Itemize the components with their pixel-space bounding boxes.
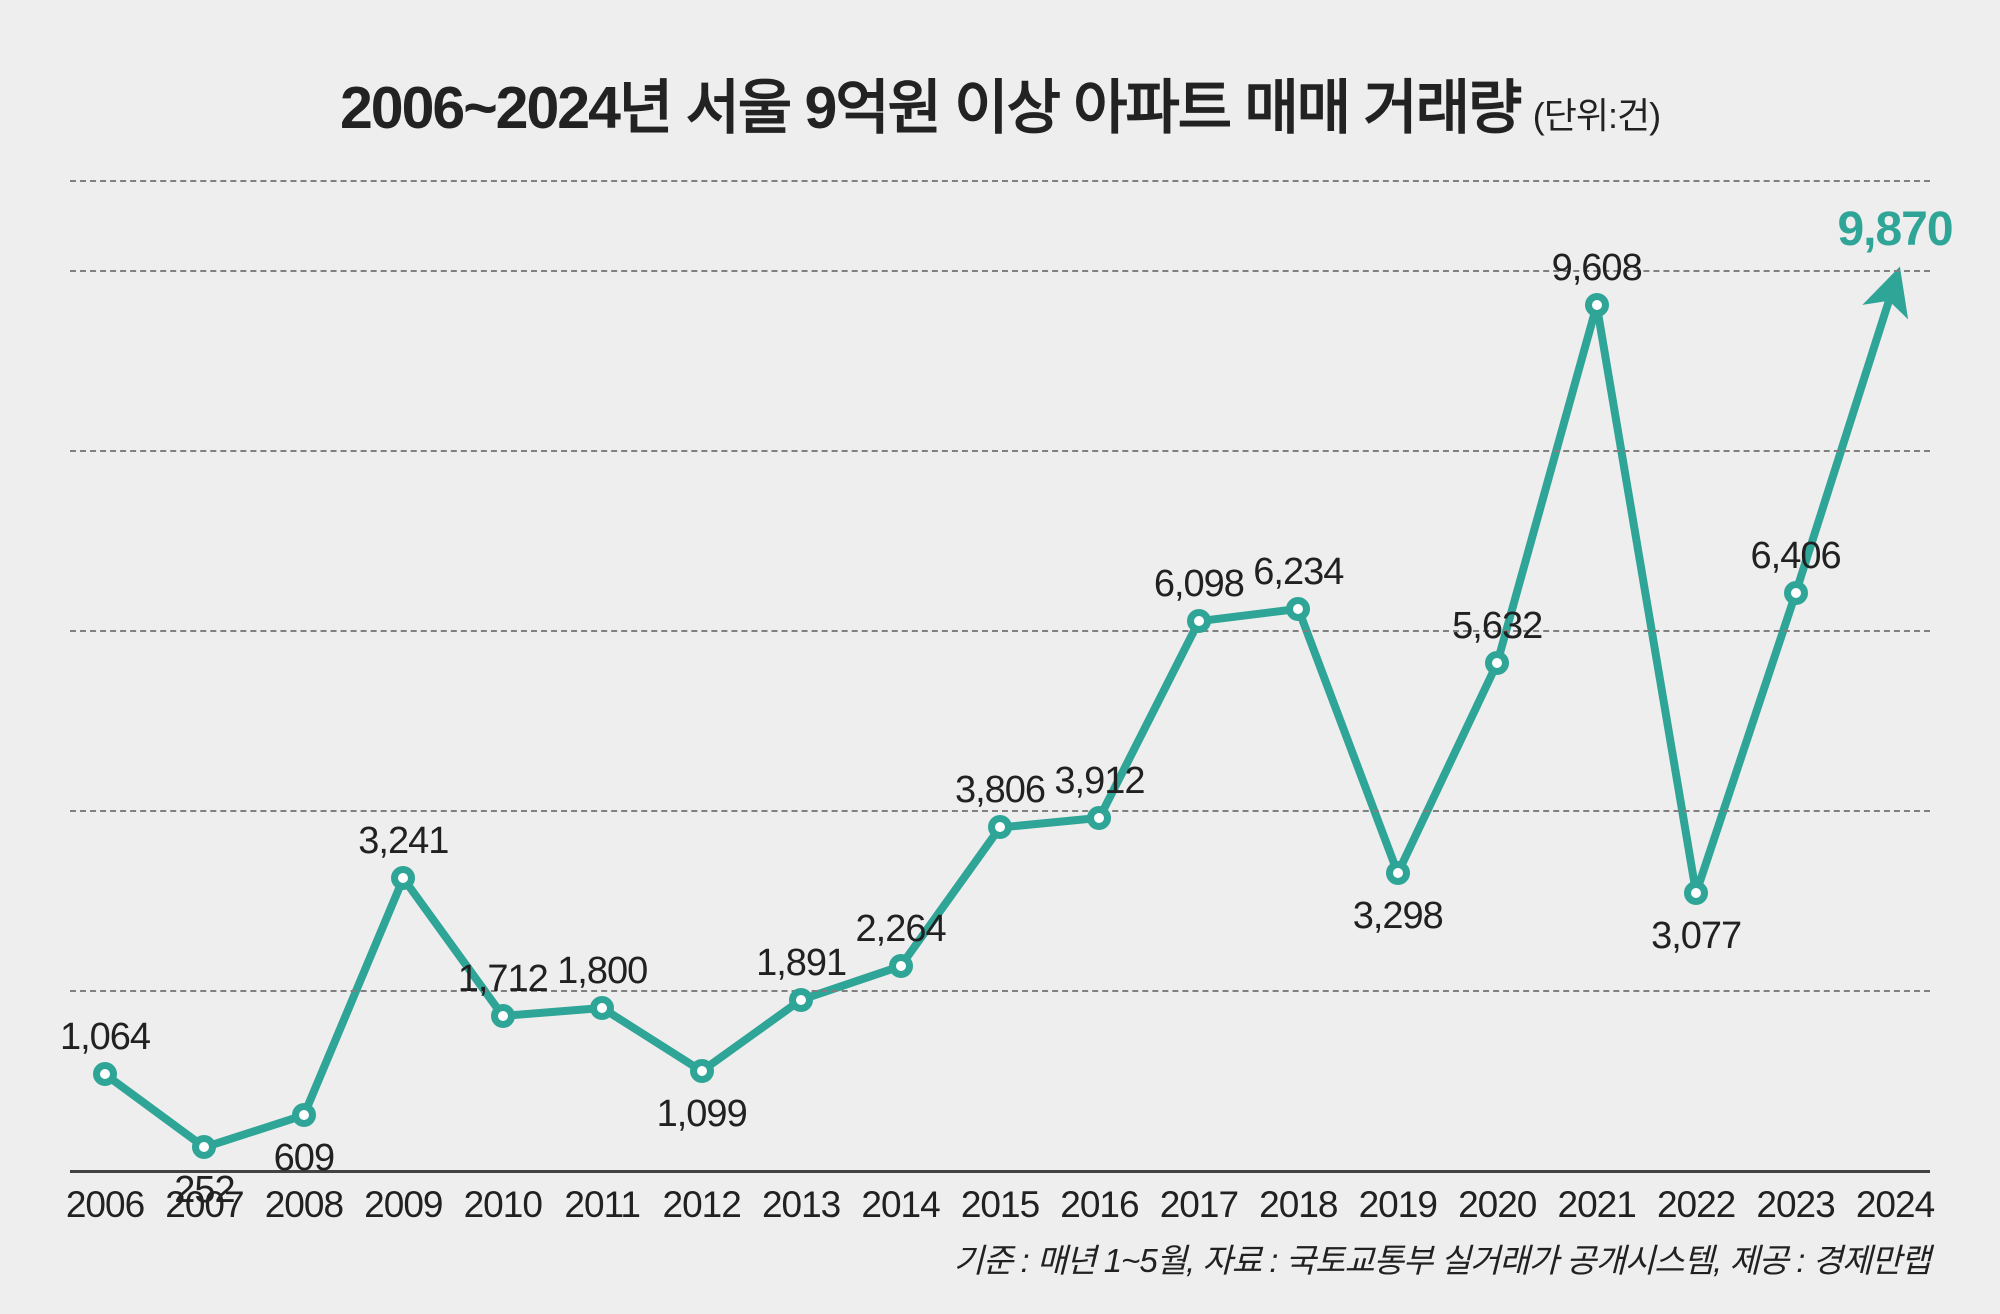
data-point-marker: [1585, 293, 1609, 317]
data-value-label: 3,077: [1651, 915, 1741, 958]
data-value-label: 1,064: [60, 1016, 150, 1059]
x-axis-label: 2014: [861, 1184, 939, 1226]
x-axis-label: 2024: [1856, 1184, 1934, 1226]
gridline: [70, 180, 1930, 182]
data-value-label: 3,241: [358, 820, 448, 863]
chart-footnote: 기준 : 매년 1~5월, 자료 : 국토교통부 실거래가 공개시스템, 제공 …: [954, 1234, 1930, 1282]
x-axis-label: 2010: [464, 1184, 542, 1226]
title-main: 2006~2024년 서울 9억원 이상 아파트 매매 거래량: [340, 75, 1520, 141]
data-value-label: 9,608: [1552, 247, 1642, 290]
page: 2006~2024년 서울 9억원 이상 아파트 매매 거래량 (단위:건) 기…: [0, 0, 2000, 1314]
data-point-marker: [1187, 609, 1211, 633]
x-axis-label: 2015: [961, 1184, 1039, 1226]
x-axis-baseline: [70, 1170, 1930, 1173]
x-axis-label: 2009: [364, 1184, 442, 1226]
data-point-marker: [988, 815, 1012, 839]
x-axis-label: 2013: [762, 1184, 840, 1226]
data-value-label: 1,800: [557, 950, 647, 993]
data-point-marker: [93, 1062, 117, 1086]
x-axis-label: 2022: [1657, 1184, 1735, 1226]
x-axis-label: 2006: [66, 1184, 144, 1226]
data-point-marker: [789, 988, 813, 1012]
x-axis-label: 2017: [1160, 1184, 1238, 1226]
data-value-label: 1,891: [756, 942, 846, 985]
x-axis-label: 2019: [1359, 1184, 1437, 1226]
data-value-label: 3,298: [1353, 895, 1443, 938]
data-value-label: 9,870: [1837, 202, 1952, 257]
chart-title: 2006~2024년 서울 9억원 이상 아파트 매매 거래량 (단위:건): [0, 60, 2000, 145]
data-value-label: 1,099: [657, 1093, 747, 1136]
data-point-marker: [292, 1103, 316, 1127]
x-axis-label: 2016: [1060, 1184, 1138, 1226]
chart-svg-layer: [70, 180, 1930, 1170]
data-value-label: 2,264: [856, 908, 946, 951]
x-axis-label: 2018: [1259, 1184, 1337, 1226]
data-value-label: 6,098: [1154, 563, 1244, 606]
data-point-marker: [590, 996, 614, 1020]
line-chart: 기준 : 매년 1~5월, 자료 : 국토교통부 실거래가 공개시스템, 제공 …: [70, 180, 1930, 1170]
data-point-marker: [391, 866, 415, 890]
data-point-marker: [1386, 861, 1410, 885]
data-point-marker: [889, 954, 913, 978]
data-point-marker: [1286, 597, 1310, 621]
x-axis-label: 2021: [1558, 1184, 1636, 1226]
data-value-label: 3,806: [955, 769, 1045, 812]
x-axis-label: 2011: [564, 1184, 640, 1226]
data-value-label: 6,234: [1253, 551, 1343, 594]
data-point-marker: [1087, 806, 1111, 830]
gridline: [70, 450, 1930, 452]
data-value-label: 5,632: [1452, 605, 1542, 648]
data-value-label: 252: [174, 1169, 234, 1212]
data-value-label: 1,712: [458, 958, 548, 1001]
data-value-label: 6,406: [1751, 535, 1841, 578]
gridline: [70, 990, 1930, 992]
data-point-marker: [1784, 581, 1808, 605]
data-point-marker: [1485, 651, 1509, 675]
x-axis-label: 2023: [1756, 1184, 1834, 1226]
data-point-marker: [192, 1135, 216, 1159]
x-axis-label: 2012: [663, 1184, 741, 1226]
gridline: [70, 630, 1930, 632]
data-point-marker: [491, 1004, 515, 1028]
gridline: [70, 270, 1930, 272]
x-axis-label: 2008: [265, 1184, 343, 1226]
x-axis-label: 2020: [1458, 1184, 1536, 1226]
data-value-label: 609: [274, 1137, 334, 1180]
data-point-marker: [1684, 881, 1708, 905]
title-unit: (단위:건): [1533, 95, 1660, 136]
data-value-label: 3,912: [1054, 760, 1144, 803]
data-point-marker: [690, 1059, 714, 1083]
